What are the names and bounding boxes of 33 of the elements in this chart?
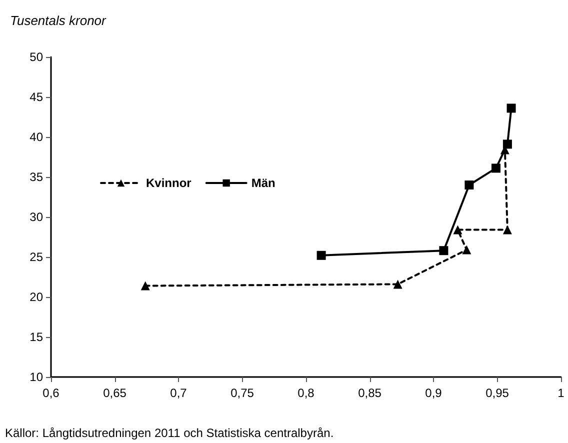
point (491, 164, 500, 173)
y-tick-label: 30 (30, 210, 44, 224)
x-tick-label: 1 (558, 386, 565, 400)
y-axis-title: Tusentals kronor (10, 13, 107, 28)
y-tick-label: 35 (30, 170, 44, 184)
point (502, 140, 512, 149)
x-tick-label: 0,9 (425, 386, 442, 400)
point (316, 250, 326, 260)
point (439, 246, 448, 256)
point (140, 281, 150, 290)
x-tick-label: 0,85 (358, 386, 382, 400)
y-tick-label: 10 (30, 370, 44, 384)
x-tick-label: 0,8 (298, 386, 315, 400)
point (502, 225, 512, 234)
y-tick-label: 25 (30, 250, 44, 264)
point (453, 225, 462, 234)
x-tick-label: 0,95 (486, 386, 510, 400)
x-tick-label: 0,75 (230, 386, 254, 400)
point (506, 104, 516, 113)
point (464, 180, 474, 190)
y-tick-label: 15 (30, 330, 44, 344)
y-tick-label: 45 (30, 90, 44, 104)
x-tick-label: 0,65 (103, 386, 127, 400)
y-tick-label: 40 (30, 130, 44, 144)
y-tick-label: 50 (30, 50, 44, 64)
text: Källor: Långtidsutredningen 2011 och Statistiska centralbyrån. (5, 426, 334, 440)
y-tick-label: 20 (30, 290, 44, 304)
x-tick-label: 0,6 (42, 386, 60, 400)
x-tick-label: 0,7 (170, 386, 188, 400)
point (393, 280, 402, 289)
legend-label: Män (251, 176, 276, 190)
legend-label: Kvinnor (146, 176, 192, 190)
point (462, 245, 472, 254)
